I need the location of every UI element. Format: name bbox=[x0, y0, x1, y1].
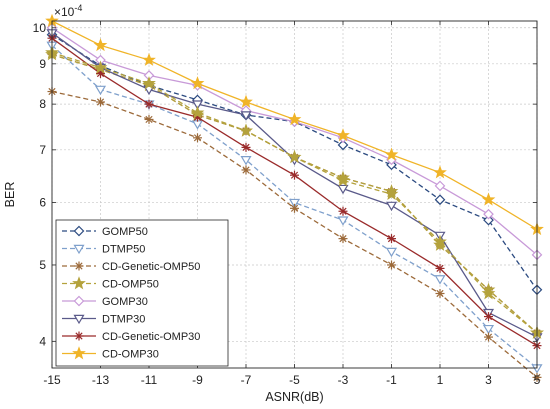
legend-label-cd-omp50: CD-OMP50 bbox=[102, 279, 159, 291]
data-point-cd-genetic-omp50-alt bbox=[193, 133, 202, 143]
x-tick-label: -5 bbox=[289, 373, 300, 387]
legend: GOMP50 DTMP50 CD-Genetic-OMP50 CD-OMP50 GOMP… bbox=[55, 219, 229, 367]
data-point-cd-omp30 bbox=[384, 147, 399, 161]
data-point-cd-genetic-omp50-alt bbox=[144, 114, 154, 124]
legend-marker-cd-genetic-omp50 bbox=[74, 261, 84, 271]
legend-label-gomp50: GOMP50 bbox=[102, 226, 148, 238]
data-point-cd-omp50-alt bbox=[384, 186, 399, 200]
x-tick-label: -13 bbox=[92, 373, 110, 387]
data-point-cd-omp50-alt bbox=[142, 76, 156, 90]
data-point-cd-omp30 bbox=[93, 38, 108, 52]
legend-label-cd-genetic-omp30: CD-Genetic-OMP30 bbox=[102, 331, 200, 343]
legend-label-cd-omp30: CD-OMP30 bbox=[102, 349, 159, 361]
data-point-cd-genetic-omp30 bbox=[144, 99, 154, 109]
data-point-cd-omp30 bbox=[190, 76, 205, 90]
data-point-dtmp50 bbox=[385, 247, 398, 258]
x-tick-label: 5 bbox=[534, 373, 541, 387]
data-point-cd-omp30 bbox=[239, 94, 253, 108]
data-point-cd-genetic-omp50-alt bbox=[290, 203, 299, 213]
data-point-cd-genetic-omp30 bbox=[290, 170, 299, 180]
legend-marker-gomp30 bbox=[73, 295, 85, 307]
y-tick-label: 8 bbox=[39, 97, 46, 111]
y-tick-label: 10 bbox=[33, 21, 47, 35]
legend-box bbox=[55, 219, 229, 367]
y-tick-label: 9 bbox=[39, 57, 46, 71]
data-point-cd-genetic-omp50-alt bbox=[96, 97, 105, 107]
data-point-dtmp30 bbox=[337, 184, 349, 195]
data-point-cd-omp30 bbox=[481, 192, 496, 206]
data-point-cd-omp50-alt bbox=[481, 286, 496, 300]
data-point-dtmp30 bbox=[385, 201, 398, 212]
data-point-cd-omp30 bbox=[336, 128, 350, 142]
x-tick-label: -7 bbox=[241, 373, 252, 387]
data-point-dtmp50 bbox=[191, 120, 204, 130]
data-point-dtmp50 bbox=[482, 324, 495, 335]
data-point-dtmp30 bbox=[240, 111, 252, 121]
data-point-cd-omp30 bbox=[287, 112, 302, 126]
y-tick-label: 4 bbox=[39, 334, 46, 348]
data-point-cd-genetic-omp50-alt bbox=[387, 260, 396, 270]
series-line-dtmp50 bbox=[51, 44, 538, 369]
legend-label-dtmp30: DTMP30 bbox=[102, 314, 145, 326]
x-axis-label: ASNR(dB) bbox=[265, 390, 323, 404]
x-tick-label: -11 bbox=[141, 373, 158, 387]
y-axis-label: BER bbox=[3, 182, 17, 208]
data-point-gomp50 bbox=[434, 194, 446, 206]
legend-label-dtmp50: DTMP50 bbox=[102, 244, 145, 256]
legend-label-cd-genetic-omp50: CD-Genetic-OMP50 bbox=[102, 261, 200, 273]
y-axis-exponent: ×10-4 bbox=[54, 3, 82, 19]
data-point-cd-omp50-alt bbox=[433, 234, 447, 248]
data-point-gomp50 bbox=[337, 139, 349, 151]
legend-marker-dtmp30 bbox=[73, 314, 85, 325]
data-point-gomp30 bbox=[483, 208, 494, 220]
data-point-cd-genetic-omp50-alt bbox=[484, 332, 493, 342]
y-tick-label: 7 bbox=[39, 143, 46, 157]
data-point-cd-omp30 bbox=[433, 165, 447, 179]
x-tick-label: -1 bbox=[386, 373, 397, 387]
data-point-cd-genetic-omp50-alt bbox=[435, 288, 445, 298]
x-tick-label: 1 bbox=[437, 373, 444, 387]
legend-marker-cd-genetic-omp30 bbox=[74, 331, 84, 341]
data-point-gomp50 bbox=[483, 214, 494, 226]
data-point-dtmp50 bbox=[94, 85, 107, 96]
data-point-cd-omp50-alt bbox=[93, 60, 108, 74]
data-point-dtmp50 bbox=[240, 155, 252, 166]
legend-marker-cd-omp30 bbox=[72, 346, 86, 360]
x-tick-label: -9 bbox=[192, 373, 203, 387]
data-point-cd-genetic-omp50-alt bbox=[338, 234, 348, 244]
exponent-base: ×10 bbox=[54, 5, 75, 19]
data-point-dtmp30 bbox=[191, 100, 204, 110]
data-point-cd-omp50-alt bbox=[190, 105, 205, 119]
exponent-power: -4 bbox=[74, 3, 82, 13]
data-point-cd-genetic-omp50-alt bbox=[532, 372, 542, 382]
data-point-cd-genetic-omp30 bbox=[387, 234, 396, 244]
series-layer bbox=[45, 13, 544, 382]
data-point-dtmp50 bbox=[288, 198, 301, 209]
data-point-cd-genetic-omp30 bbox=[435, 263, 445, 273]
legend-label-gomp30: GOMP30 bbox=[102, 296, 148, 308]
x-tick-label: 3 bbox=[485, 373, 492, 387]
data-point-cd-omp50-alt bbox=[239, 123, 253, 137]
data-point-cd-genetic-omp50-alt bbox=[241, 165, 251, 175]
x-tick-label: -3 bbox=[338, 373, 349, 387]
y-tick-label: 5 bbox=[39, 258, 46, 272]
data-point-cd-omp50-alt bbox=[336, 173, 350, 187]
data-point-cd-omp50-alt bbox=[287, 150, 302, 164]
data-point-dtmp50 bbox=[337, 216, 349, 226]
data-point-dtmp50 bbox=[434, 275, 446, 285]
legend-marker-gomp50 bbox=[73, 225, 85, 237]
data-point-cd-genetic-omp30 bbox=[484, 312, 493, 322]
data-point-cd-genetic-omp30 bbox=[241, 142, 251, 152]
x-tick-label: -15 bbox=[43, 373, 61, 387]
data-point-cd-genetic-omp30 bbox=[338, 206, 348, 216]
legend-marker-dtmp50 bbox=[73, 244, 85, 255]
y-tick-label: 6 bbox=[39, 196, 46, 210]
data-point-cd-omp30 bbox=[142, 52, 156, 66]
data-point-gomp30 bbox=[434, 180, 446, 192]
legend-marker-cd-omp50 bbox=[72, 276, 86, 290]
